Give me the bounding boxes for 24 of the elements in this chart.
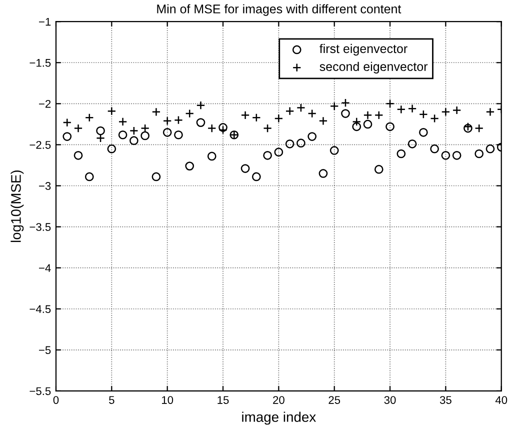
y-tick-label: −1 — [39, 18, 51, 26]
y-tick-label: −3 — [39, 182, 51, 190]
y-tick-label: −1.5 — [30, 59, 51, 67]
x-tick-label: 15 — [218, 396, 229, 404]
x-axis-title: image index — [242, 412, 316, 425]
y-tick-label: −2 — [39, 100, 51, 108]
legend-label: first eigenvector — [320, 44, 408, 56]
y-tick-label: −5 — [39, 346, 51, 354]
y-tick-label: −4.5 — [30, 305, 51, 314]
x-tick-label: 0 — [53, 396, 59, 404]
x-tick-label: 5 — [109, 396, 114, 404]
x-tick-label: 20 — [273, 396, 284, 404]
x-tick-label: 25 — [328, 396, 340, 404]
y-axis-title: log10(MSE) — [10, 170, 24, 242]
x-tick-label: 10 — [162, 396, 174, 404]
x-tick-label: 40 — [495, 396, 508, 404]
chart-title: Min of MSE for images with different content — [157, 4, 402, 16]
y-tick-label: −4 — [39, 264, 51, 272]
y-tick-label: −3.5 — [30, 223, 51, 231]
y-tick-label: −5.5 — [30, 387, 51, 396]
y-tick-label: −2.5 — [30, 140, 51, 149]
x-tick-label: 35 — [440, 396, 452, 404]
x-tick-label: 30 — [384, 396, 396, 404]
legend-label: second eigenvector — [320, 62, 428, 74]
